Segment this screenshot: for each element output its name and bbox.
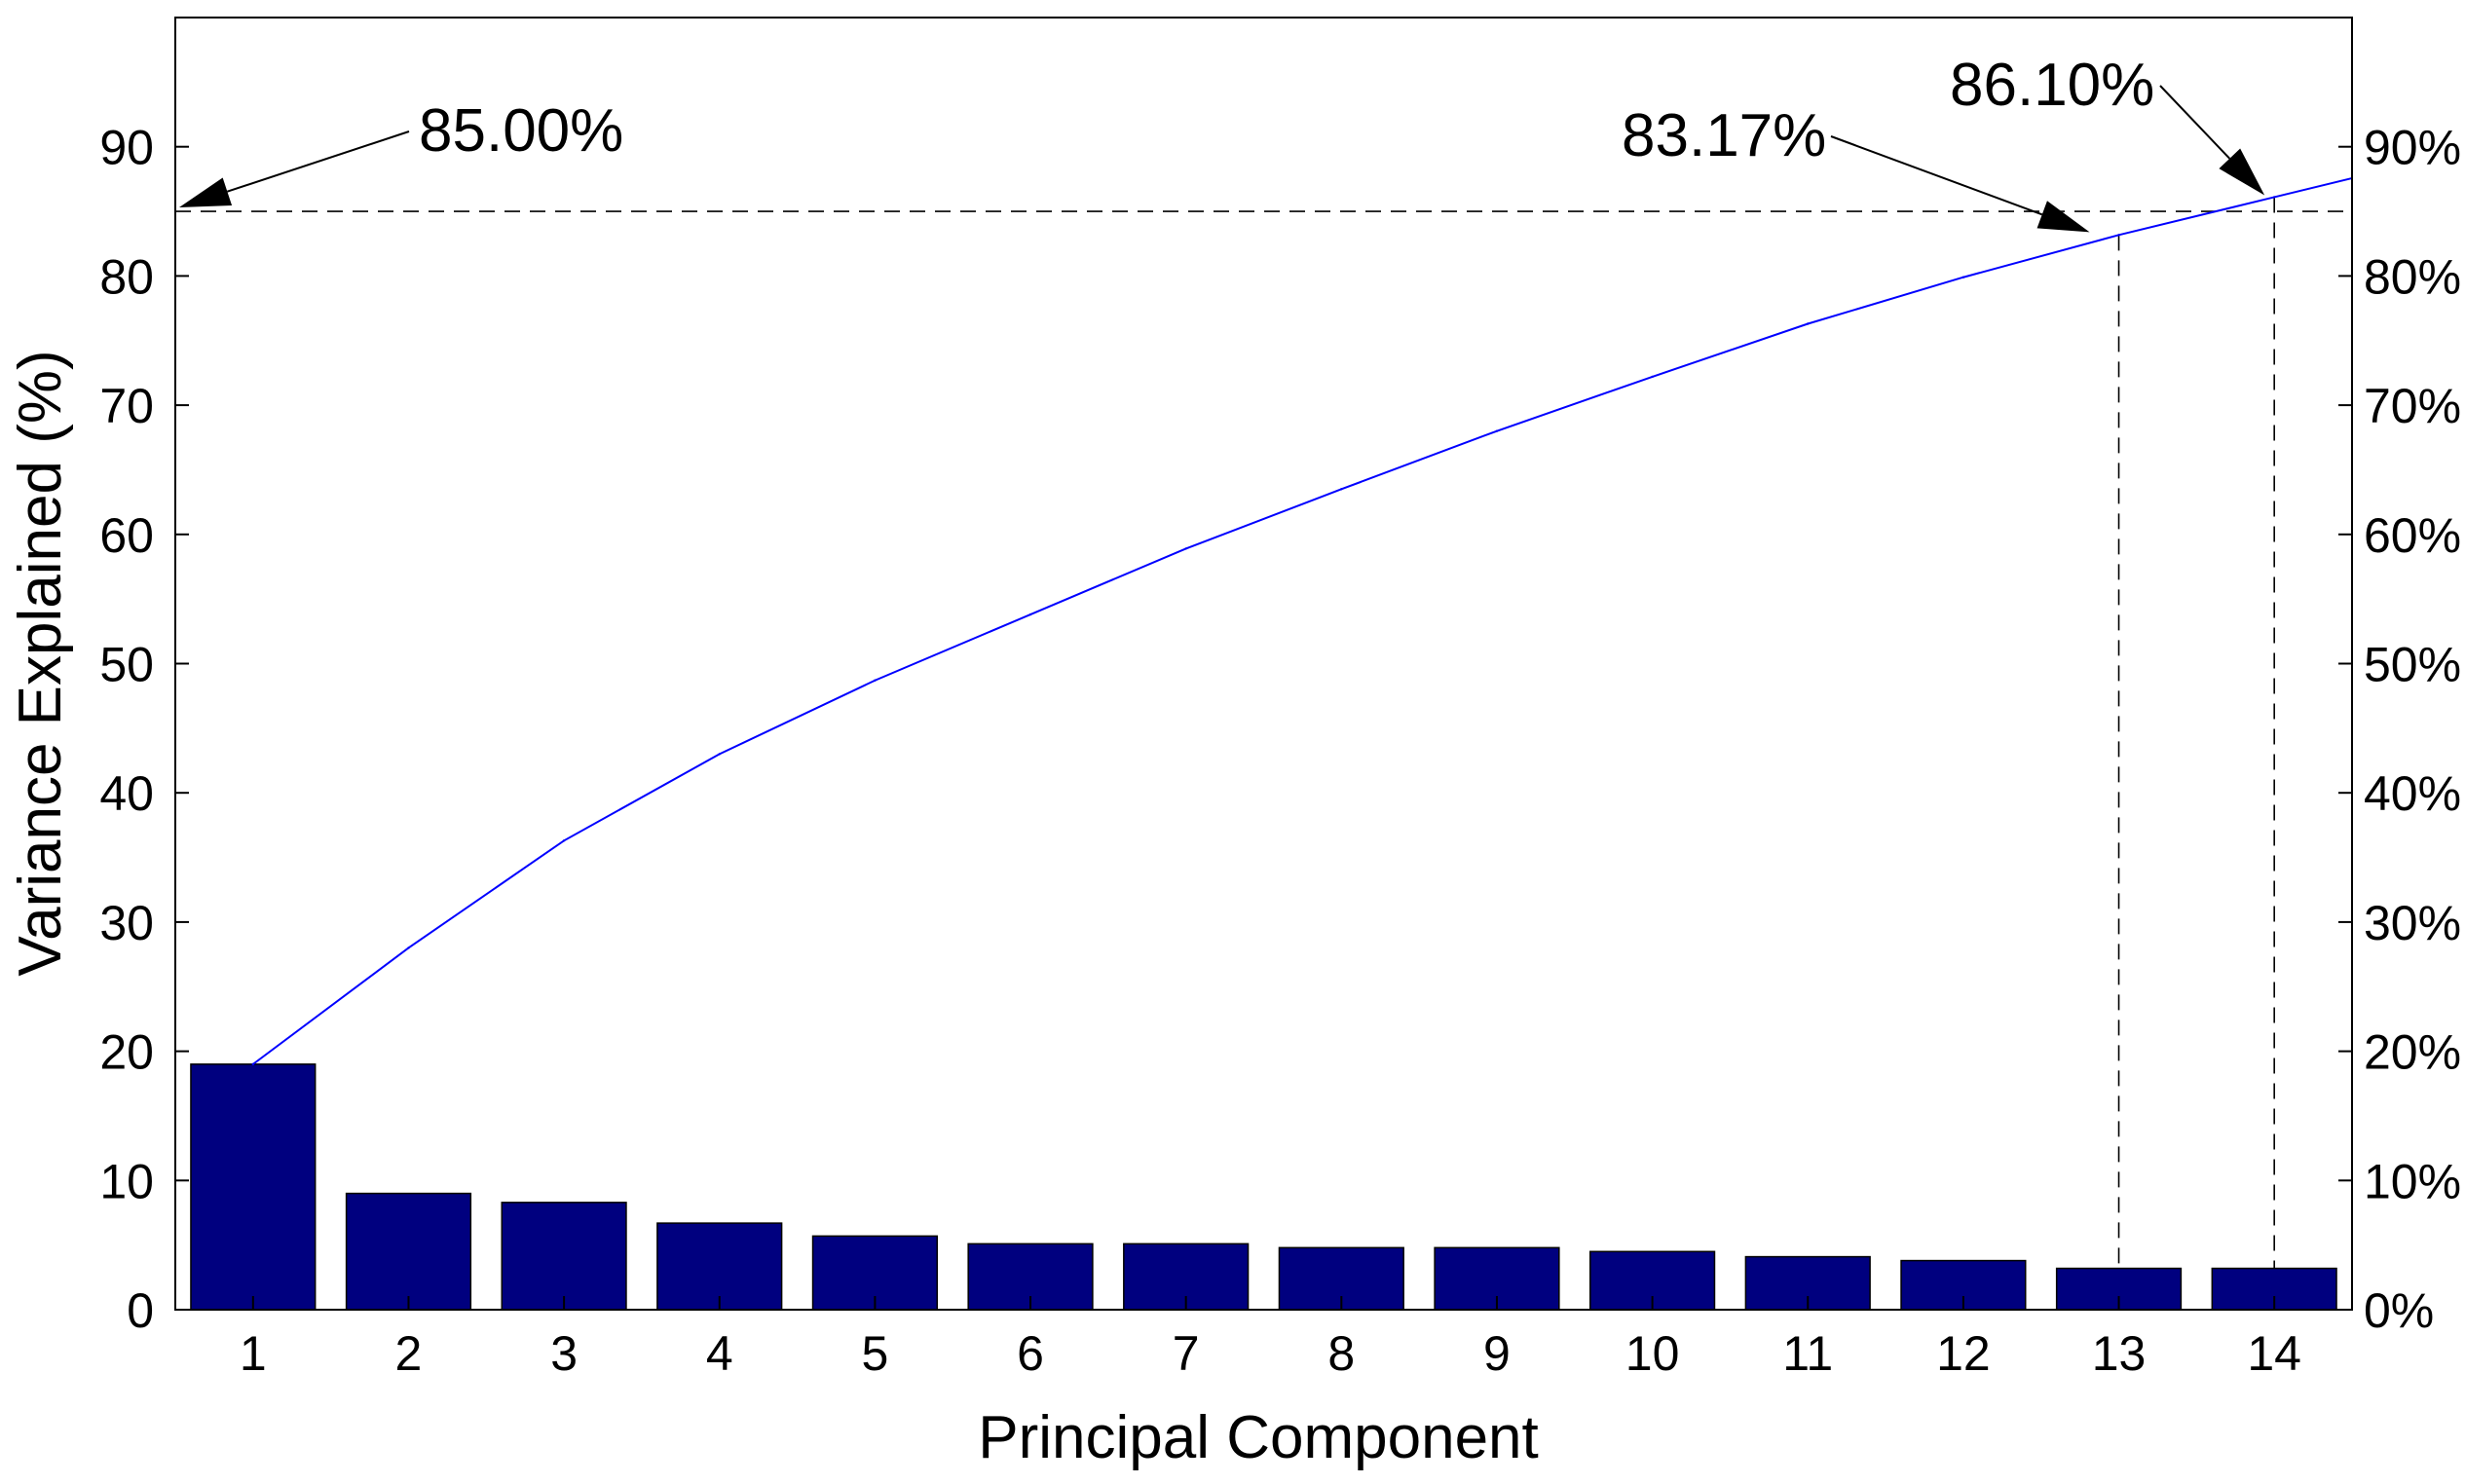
x-tick-label: 11: [1782, 1326, 1833, 1381]
reference-lines: [175, 197, 2352, 1269]
cumulative-point-12: [1961, 276, 1965, 278]
x-tick-label: 4: [706, 1326, 733, 1381]
arrow-85: [179, 130, 410, 208]
x-tick-label: 2: [395, 1326, 423, 1381]
cumulative-point-9: [1495, 429, 1499, 432]
right-tick-label: 30%: [2364, 896, 2461, 950]
x-tick-label: 5: [861, 1326, 888, 1381]
x-axis-title: Principal Component: [978, 1404, 1539, 1471]
left-tick-label: 40: [99, 766, 154, 821]
annotations: 85.00% 83.17% 86.10%: [179, 52, 2265, 233]
right-axis: 0% 10% 20% 30% 40% 50% 60% 70% 80% 90%: [2338, 121, 2461, 1338]
bar-3: [501, 1202, 627, 1311]
left-tick-label: 60: [99, 508, 154, 563]
annotation-85: 85.00%: [419, 97, 623, 165]
cumulative-point-7: [1184, 547, 1187, 550]
x-tick-label: 3: [550, 1326, 578, 1381]
annotation-86-10: 86.10%: [1950, 52, 2154, 119]
bars-group: [190, 1063, 2337, 1311]
bar-1: [190, 1063, 317, 1311]
x-tick-label: 14: [2247, 1326, 2301, 1381]
left-axis: 0 10 20 30 40 50 60 70 80 90: [99, 121, 189, 1338]
left-tick-label: 0: [127, 1283, 154, 1338]
plot-area: [175, 18, 2352, 1310]
right-tick-label: 10%: [2364, 1154, 2461, 1208]
left-tick-label: 70: [99, 379, 154, 433]
x-tick-label: 13: [2092, 1326, 2147, 1381]
x-tick-label: 6: [1017, 1326, 1044, 1381]
left-tick-label: 80: [99, 249, 154, 304]
right-tick-label: 40%: [2364, 766, 2461, 821]
cumulative-curve-group: [251, 176, 2352, 1066]
right-tick-label: 60%: [2364, 508, 2461, 563]
left-tick-label: 50: [99, 638, 154, 692]
bar-2: [345, 1192, 472, 1311]
cumulative-point-8: [1340, 488, 1343, 491]
cumulative-point-14: [2272, 196, 2276, 199]
arrow-86-10: [2159, 85, 2265, 196]
left-tick-label: 90: [99, 121, 154, 175]
cumulative-point-3: [562, 839, 566, 842]
annotation-83-17: 83.17%: [1622, 102, 1826, 169]
x-tick-label: 12: [1936, 1326, 1991, 1381]
x-tick-label: 9: [1483, 1326, 1511, 1381]
left-tick-label: 30: [99, 896, 154, 950]
left-tick-label: 20: [99, 1025, 154, 1080]
x-axis: 1 2 3 4 5 6 7 8 9 10 11 12 13 14: [240, 1296, 2301, 1381]
right-tick-label: 50%: [2364, 638, 2461, 692]
cumulative-point-2: [407, 946, 410, 949]
cumulative-point-10: [1651, 375, 1654, 379]
cumulative-point-4: [718, 753, 721, 756]
cumulative-point-13: [2117, 234, 2120, 237]
x-tick-label: 10: [1625, 1326, 1680, 1381]
x-tick-label: 7: [1173, 1326, 1200, 1381]
cumulative-point-1: [251, 1062, 255, 1066]
right-tick-label: 70%: [2364, 379, 2461, 433]
cumulative-point-6: [1028, 612, 1032, 616]
right-tick-label: 80%: [2364, 249, 2461, 304]
y-axis-title: Variance Explained (%): [7, 350, 74, 976]
x-tick-label: 1: [240, 1326, 267, 1381]
right-tick-label: 20%: [2364, 1025, 2461, 1080]
x-tick-label: 8: [1327, 1326, 1355, 1381]
arrow-83-17: [1830, 135, 2090, 233]
cumulative-point-11: [1807, 322, 1810, 325]
cumulative-point-5: [874, 679, 877, 682]
right-tick-label: 90%: [2364, 121, 2461, 175]
right-tick-label: 0%: [2364, 1283, 2434, 1338]
left-tick-label: 10: [99, 1154, 154, 1208]
